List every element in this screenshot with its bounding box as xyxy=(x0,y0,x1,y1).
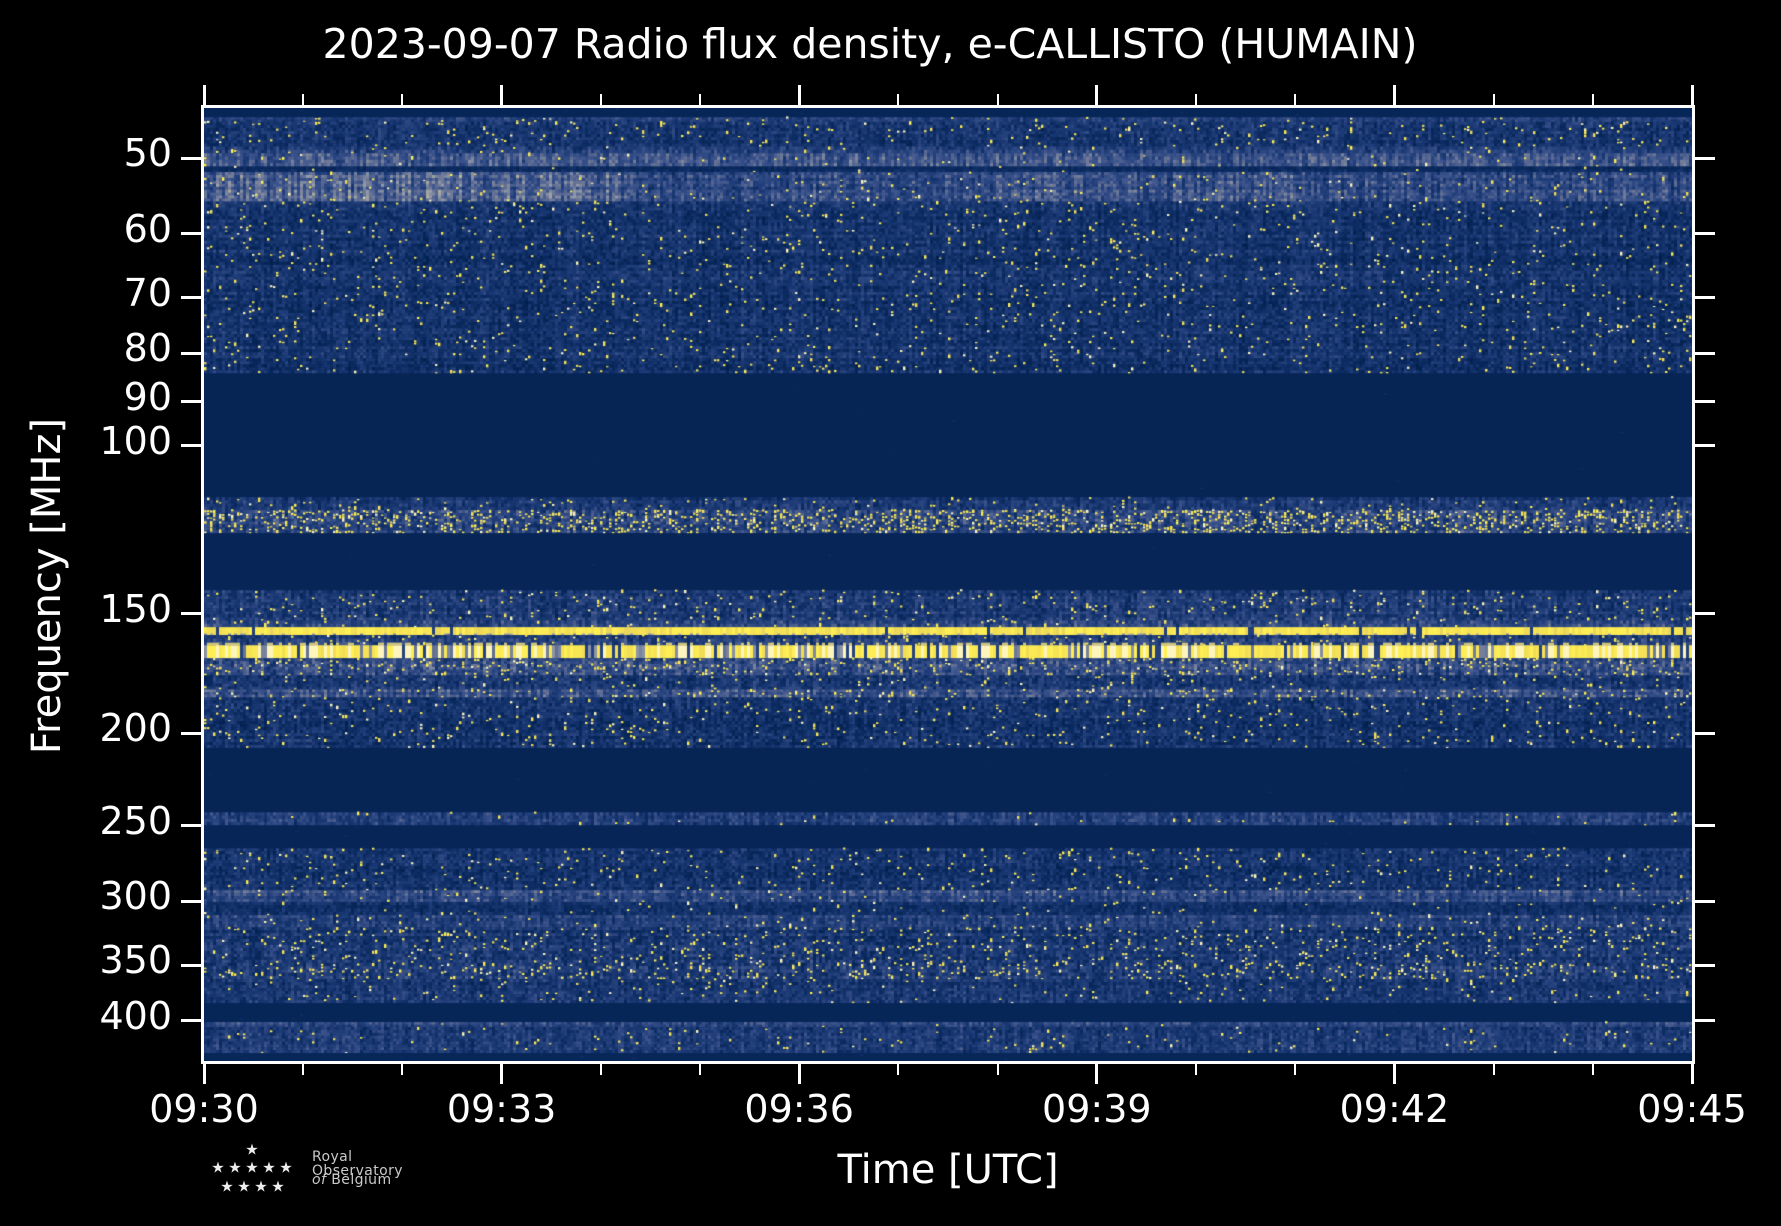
x-axis-label: Time [UTC] xyxy=(837,1147,1059,1193)
x-major-tick-top xyxy=(1392,85,1396,105)
y-tick-label: 300 xyxy=(99,874,172,919)
plot-area xyxy=(201,105,1695,1064)
y-major-tick-right xyxy=(1695,351,1715,355)
x-major-tick xyxy=(1095,1064,1099,1084)
x-tick-label: 09:42 xyxy=(1339,1087,1450,1131)
y-major-tick-right xyxy=(1695,899,1715,903)
x-tick-label: 09:33 xyxy=(446,1087,557,1131)
y-major-tick-right xyxy=(1695,1019,1715,1023)
y-tick-label: 200 xyxy=(99,706,172,751)
y-tick-label: 80 xyxy=(123,326,172,371)
y-major-tick-right xyxy=(1695,963,1715,967)
y-tick-label: 400 xyxy=(99,993,172,1038)
x-minor-tick xyxy=(1492,1064,1495,1075)
x-minor-tick xyxy=(897,1064,900,1075)
y-major-tick xyxy=(181,899,201,903)
y-major-tick xyxy=(181,731,201,735)
star-icon: ★ xyxy=(279,1158,293,1177)
x-tick-label: 09:39 xyxy=(1042,1087,1152,1131)
x-major-tick xyxy=(797,1064,801,1084)
star-icon: ★ xyxy=(245,1158,259,1177)
y-major-tick xyxy=(181,444,201,448)
logo-text-line1: Royal Observatory xyxy=(312,1149,403,1179)
y-tick-label: 350 xyxy=(99,938,172,983)
star-icon: ★ xyxy=(271,1177,285,1196)
x-minor-tick-top xyxy=(1294,94,1297,105)
logo-text-line2: of Belgium xyxy=(312,1172,392,1188)
y-major-tick-right xyxy=(1695,824,1715,828)
y-tick-label: 90 xyxy=(123,374,172,419)
y-major-tick-right xyxy=(1695,400,1715,404)
x-minor-tick-top xyxy=(897,94,900,105)
y-tick-label: 70 xyxy=(123,270,172,315)
star-icon: ★ xyxy=(237,1177,251,1196)
star-icon: ★ xyxy=(262,1158,276,1177)
x-minor-tick-top xyxy=(996,94,999,105)
x-major-tick xyxy=(1392,1064,1396,1084)
y-major-tick-right xyxy=(1695,444,1715,448)
y-major-tick xyxy=(181,296,201,300)
star-icon: ★ xyxy=(220,1177,234,1196)
y-major-tick-right xyxy=(1695,156,1715,160)
y-major-tick-right xyxy=(1695,232,1715,236)
y-major-tick xyxy=(181,1019,201,1023)
x-major-tick-top xyxy=(500,85,504,105)
x-tick-label: 09:36 xyxy=(744,1087,854,1131)
x-minor-tick xyxy=(599,1064,602,1075)
y-major-tick xyxy=(181,612,201,616)
x-minor-tick-top xyxy=(302,94,305,105)
x-minor-tick xyxy=(1591,1064,1594,1075)
y-tick-label: 60 xyxy=(123,206,172,251)
y-major-tick xyxy=(181,824,201,828)
y-major-tick xyxy=(181,156,201,160)
x-major-tick-top xyxy=(1690,85,1694,105)
spectrogram-canvas xyxy=(204,108,1692,1061)
y-major-tick xyxy=(181,232,201,236)
star-icon: ★ xyxy=(211,1158,225,1177)
x-major-tick xyxy=(1690,1064,1694,1084)
star-icon: ★ xyxy=(228,1158,242,1177)
x-major-tick xyxy=(500,1064,504,1084)
x-minor-tick xyxy=(996,1064,999,1075)
x-minor-tick-top xyxy=(1492,94,1495,105)
y-tick-label: 50 xyxy=(123,131,172,176)
y-major-tick xyxy=(181,351,201,355)
x-minor-tick-top xyxy=(401,94,404,105)
y-major-tick-right xyxy=(1695,731,1715,735)
x-major-tick-top xyxy=(202,85,206,105)
x-major-tick xyxy=(202,1064,206,1084)
x-minor-tick-top xyxy=(1195,94,1197,105)
x-minor-tick xyxy=(401,1064,404,1075)
x-major-tick-top xyxy=(1095,85,1099,105)
y-major-tick xyxy=(181,963,201,967)
star-icon: ★ xyxy=(245,1140,259,1159)
y-major-tick-right xyxy=(1695,612,1715,616)
x-minor-tick xyxy=(302,1064,305,1075)
x-minor-tick-top xyxy=(1591,94,1594,105)
star-icon: ★ xyxy=(254,1177,268,1196)
x-minor-tick-top xyxy=(599,94,602,105)
x-minor-tick-top xyxy=(699,94,701,105)
x-minor-tick xyxy=(1195,1064,1197,1075)
y-tick-label: 250 xyxy=(99,798,172,843)
x-tick-label: 09:30 xyxy=(149,1087,259,1131)
y-tick-label: 150 xyxy=(99,586,172,631)
x-major-tick-top xyxy=(797,85,801,105)
x-minor-tick xyxy=(1294,1064,1297,1075)
x-tick-label: 09:45 xyxy=(1637,1087,1747,1131)
x-minor-tick xyxy=(699,1064,701,1075)
y-major-tick xyxy=(181,400,201,404)
y-tick-label: 100 xyxy=(99,418,172,463)
chart-title: 2023-09-07 Radio flux density, e-CALLIST… xyxy=(322,20,1418,68)
y-major-tick-right xyxy=(1695,296,1715,300)
